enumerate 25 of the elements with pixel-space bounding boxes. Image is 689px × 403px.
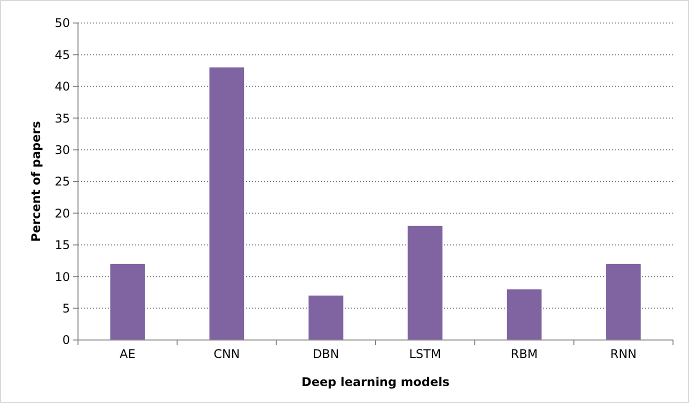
y-tick-label: 15 (54, 238, 70, 252)
bar (110, 264, 145, 340)
x-tick-label: RNN (610, 347, 637, 361)
x-tick-label: AE (120, 347, 136, 361)
x-tick-label: RBM (510, 347, 538, 361)
y-tick-label: 45 (54, 48, 70, 62)
x-tick-label: DBN (312, 347, 340, 361)
y-tick-label: 25 (54, 174, 70, 189)
bar (308, 296, 344, 340)
bar (209, 67, 244, 340)
bar (408, 226, 442, 340)
y-tick-label: 10 (54, 270, 70, 284)
x-tick-label: CNN (214, 347, 240, 361)
bar (506, 289, 542, 340)
x-axis-title: Deep learning models (302, 375, 450, 389)
y-tick-label: 50 (54, 16, 70, 30)
y-tick-label: 5 (62, 302, 70, 316)
x-tick-label: LSTM (409, 347, 442, 361)
y-tick-label: 30 (54, 143, 70, 157)
y-tick-label: 40 (54, 80, 70, 94)
y-axis-title: Percent of papers (29, 121, 43, 242)
bar (606, 264, 641, 340)
y-tick-label: 0 (62, 333, 70, 348)
y-tick-label: 20 (54, 206, 70, 220)
y-tick-label: 35 (54, 111, 70, 126)
